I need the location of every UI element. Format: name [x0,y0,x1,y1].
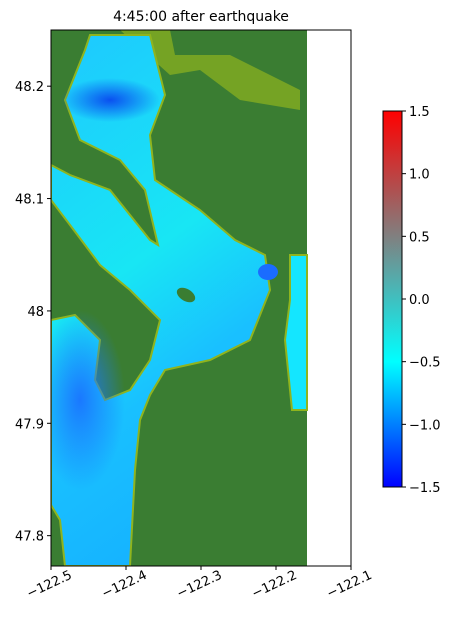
x-tick-label: −122.4 [100,568,150,602]
colorbar-tick-label: 0.5 [409,230,430,245]
colorbar-tick-label: −0.5 [409,356,441,371]
colorbar-tick-label: 1.5 [409,105,430,120]
chart-title: 4:45:00 after earthquake [113,9,289,25]
water-low [51,310,125,490]
water-low [60,78,160,122]
colorbar [382,110,403,488]
y-tick-label: 47.9 [15,417,44,432]
x-tick-label: −122.5 [25,568,75,602]
x-tick-label: −122.1 [325,568,375,602]
x-tick-label: −122.2 [250,568,300,602]
colorbar-tick-label: 1.0 [409,168,430,183]
y-tick-label: 48.1 [15,193,44,208]
colorbar-tick-label: −1.5 [409,481,441,496]
shallow-land [120,30,300,110]
water [283,254,308,411]
y-tick-label: 48.2 [15,80,44,95]
x-tick-label: −122.3 [175,568,225,602]
y-tick-label: 47.8 [15,530,44,545]
colorbar-tick-label: 0.0 [409,293,430,308]
island [176,287,196,303]
colorbar-tick-label: −1.0 [409,418,441,433]
y-tick-label: 48 [27,305,44,320]
water-low [258,264,278,280]
map-image [51,30,308,566]
